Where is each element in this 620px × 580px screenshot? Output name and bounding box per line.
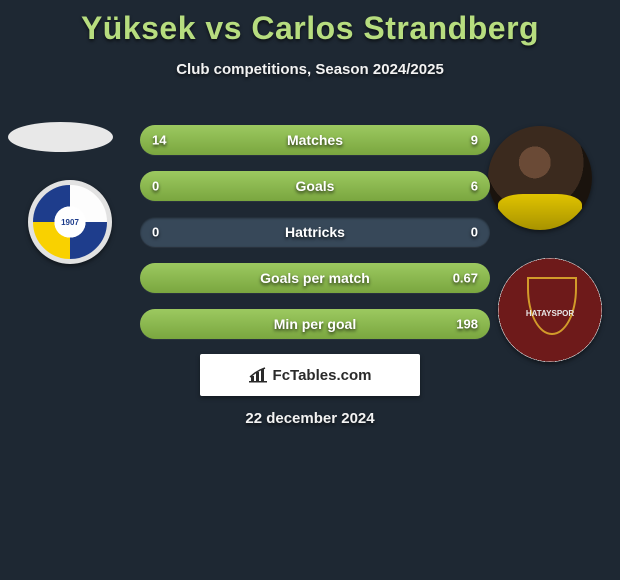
date-text: 22 december 2024	[0, 410, 620, 427]
page-title: Yüksek vs Carlos Strandberg	[0, 0, 620, 47]
stat-value-left: 0	[152, 225, 159, 240]
stat-value-right: 0	[471, 225, 478, 240]
right-club-crest: HATAYSPOR	[498, 258, 602, 362]
stat-value-right: 0.67	[453, 271, 478, 286]
chart-icon	[249, 367, 269, 383]
left-club-year: 1907	[61, 218, 79, 227]
stat-row: 14 Matches 9	[140, 125, 490, 155]
stat-value-right: 9	[471, 133, 478, 148]
stat-value-right: 6	[471, 179, 478, 194]
stat-label: Goals per match	[260, 270, 370, 286]
attribution-box[interactable]: FcTables.com	[200, 354, 420, 396]
left-club-crest: 1907	[28, 180, 112, 264]
stat-row: Goals per match 0.67	[140, 263, 490, 293]
stat-value-left: 14	[152, 133, 166, 148]
stat-row: Min per goal 198	[140, 309, 490, 339]
attribution-text: FcTables.com	[273, 367, 372, 384]
stat-bars: 14 Matches 9 0 Goals 6 0 Hattricks 0 Goa…	[140, 125, 490, 355]
subtitle: Club competitions, Season 2024/2025	[0, 61, 620, 78]
stat-label: Goals	[296, 178, 335, 194]
stat-row: 0 Hattricks 0	[140, 217, 490, 247]
right-club-name: HATAYSPOR	[526, 309, 574, 318]
stat-row: 0 Goals 6	[140, 171, 490, 201]
stat-label: Matches	[287, 132, 343, 148]
stat-label: Hattricks	[285, 224, 345, 240]
stat-value-left: 0	[152, 179, 159, 194]
left-player-avatar	[8, 122, 113, 152]
right-player-avatar	[488, 126, 592, 230]
stat-label: Min per goal	[274, 316, 356, 332]
stat-value-right: 198	[456, 317, 478, 332]
